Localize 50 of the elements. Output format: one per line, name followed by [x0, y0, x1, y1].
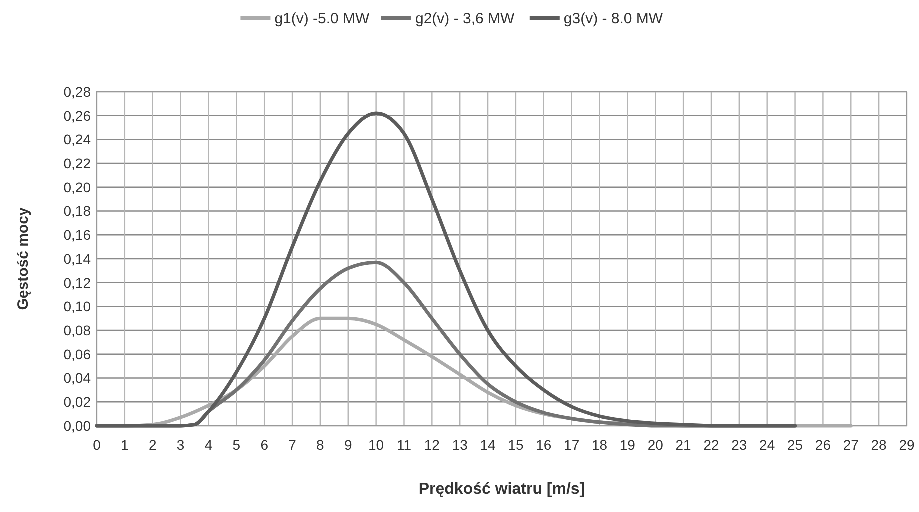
x-tick-label: 20: [648, 437, 664, 453]
x-tick-label: 29: [899, 437, 915, 453]
legend-label: g2(v) - 3,6 MW: [416, 10, 516, 28]
x-tick-label: 22: [704, 437, 720, 453]
x-tick-label: 7: [288, 437, 297, 453]
y-tick-label: 0,24: [64, 132, 92, 148]
x-tick-label: 0: [93, 437, 102, 453]
x-tick-label: 19: [620, 437, 636, 453]
x-tick-label: 11: [396, 437, 412, 453]
y-tick-label: 0,10: [64, 298, 92, 315]
y-tick-label: 0,22: [64, 155, 92, 172]
x-tick-label: 12: [424, 437, 440, 453]
x-tick-label: 13: [452, 437, 468, 453]
x-tick-label: 5: [232, 437, 241, 453]
legend-label: g3(v) - 8.0 MW: [564, 10, 664, 28]
y-axis-title: Gęstość mocy: [15, 207, 32, 310]
x-tick-label: 26: [815, 437, 832, 453]
legend-label: g1(v) -5.0 MW: [274, 10, 371, 28]
x-tick-label: 25: [787, 437, 804, 453]
y-tick-label: 0,12: [64, 274, 92, 291]
x-tick-label: 17: [564, 437, 580, 453]
y-tick-label: 0,20: [64, 179, 92, 196]
x-tick-label: 4: [204, 437, 213, 453]
x-tick-label: 8: [316, 437, 325, 453]
x-tick-label: 21: [676, 437, 692, 453]
y-tick-label: 0,14: [64, 250, 92, 267]
x-tick-label: 3: [176, 437, 185, 453]
x-tick-label: 28: [871, 437, 888, 453]
x-tick-label: 24: [760, 437, 776, 453]
y-tick-label: 0,08: [64, 322, 92, 338]
y-tick-label: 0,26: [64, 108, 92, 124]
y-tick-label: 0,16: [64, 227, 92, 244]
x-tick-label: 9: [344, 437, 352, 453]
y-tick-label: 0,18: [64, 203, 92, 220]
x-tick-label: 16: [536, 437, 552, 453]
x-tick-label: 6: [260, 437, 269, 453]
x-tick-label: 10: [368, 437, 384, 453]
y-tick-label: 0,06: [64, 346, 92, 362]
x-axis-title: Prędkość wiatru [m/s]: [418, 481, 586, 498]
x-tick-label: 15: [508, 437, 524, 453]
x-tick-label: 1: [121, 437, 130, 453]
x-tick-label: 27: [843, 437, 860, 453]
y-tick-label: 0,04: [64, 370, 92, 386]
y-tick-label: 0,28: [64, 84, 92, 100]
x-tick-label: 18: [592, 437, 608, 453]
y-tick-label: 0,02: [64, 394, 92, 410]
x-tick-label: 14: [480, 437, 496, 453]
x-tick-label: 2: [148, 437, 157, 453]
x-tick-label: 23: [732, 437, 748, 453]
y-tick-label: 0,00: [64, 418, 92, 434]
